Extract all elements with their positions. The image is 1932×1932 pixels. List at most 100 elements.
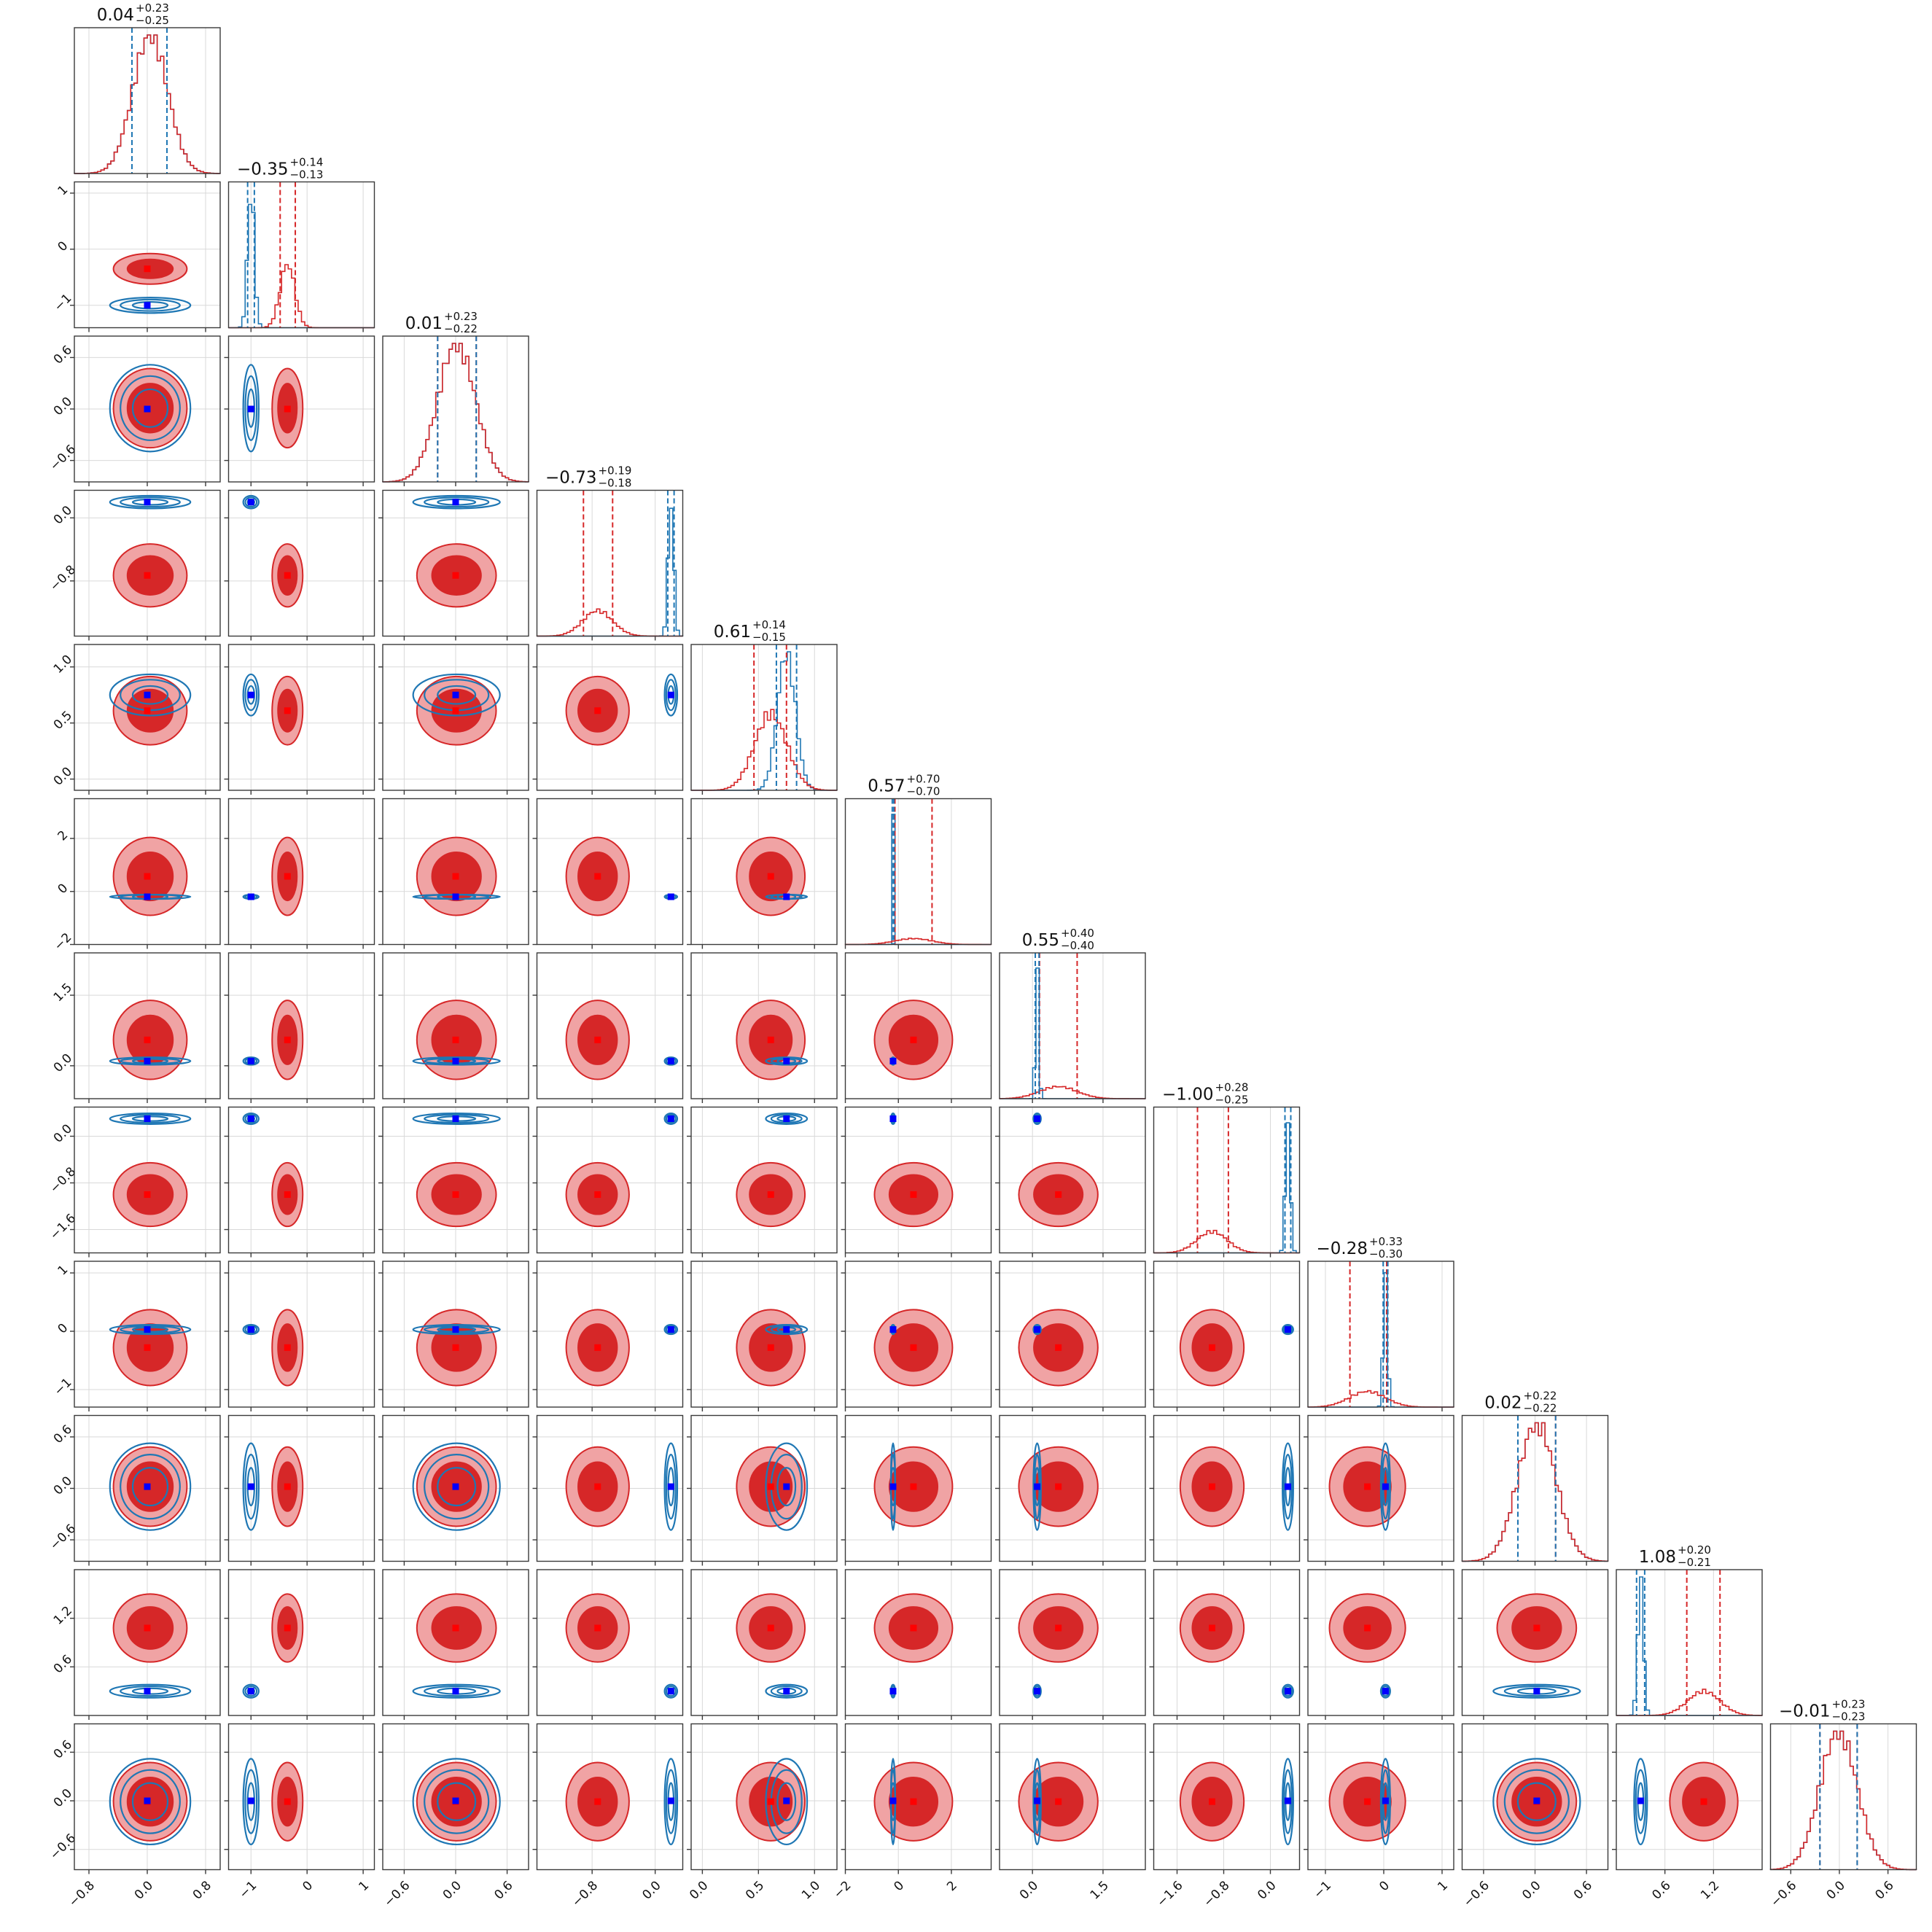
- panel-content: [565, 1758, 679, 1846]
- hist-red: [74, 34, 221, 174]
- panel-8-1: [224, 1261, 375, 1411]
- blue-contour-2: [663, 1113, 679, 1125]
- truth-marker-blue: [452, 1115, 459, 1122]
- title-minus: −0.22: [1524, 1402, 1557, 1415]
- blue-contour-2: [1282, 1442, 1294, 1531]
- truth-marker-red: [144, 1344, 151, 1351]
- panel-content: [412, 1758, 501, 1846]
- panel-content: [1179, 1758, 1294, 1846]
- panel-title: 1.08 +0.20−0.21: [1639, 1543, 1711, 1569]
- panel-frame: [1153, 1723, 1301, 1871]
- x-tick-label: 1: [356, 1878, 372, 1894]
- panel-8-0: −1 0 1: [52, 1261, 221, 1411]
- blue-contour-1: [770, 1325, 803, 1334]
- blue-contour-1: [1503, 1685, 1570, 1697]
- panel-content: [565, 1442, 679, 1531]
- truth-marker-red: [767, 873, 774, 880]
- panel-content: [109, 836, 192, 916]
- truth-marker-blue: [783, 1688, 790, 1695]
- blue-contour-2: [412, 1683, 501, 1699]
- panel-frame: [1461, 1723, 1609, 1871]
- panel-title: 0.55 +0.40−0.40: [1022, 927, 1094, 952]
- blue-contour-1: [244, 1454, 258, 1520]
- panel-8-6: [995, 1261, 1146, 1411]
- blue-contour-2: [1032, 1324, 1042, 1336]
- panel-content: [1328, 1442, 1406, 1531]
- panel-frame: [227, 1261, 375, 1408]
- panel-frame: [1769, 1723, 1917, 1871]
- panel-4-1: [224, 644, 375, 795]
- title-minus: −0.40: [1061, 939, 1094, 952]
- truth-marker-blue: [667, 691, 674, 698]
- hist-red: [1461, 1422, 1609, 1562]
- truth-marker-red: [452, 1344, 459, 1351]
- y-tick-label: 0: [55, 881, 71, 897]
- blue-contour-2: [242, 1442, 260, 1531]
- blue-contour-2: [412, 673, 501, 717]
- panel-content: [412, 1000, 501, 1080]
- title-plus: +0.40: [1061, 927, 1094, 940]
- title-value: 0.57: [868, 777, 905, 796]
- title-minus: −0.22: [444, 322, 478, 335]
- panel-6-4: [687, 952, 838, 1103]
- truth-marker-blue: [1533, 1797, 1540, 1804]
- x-tick-label: 0.0: [132, 1878, 156, 1902]
- blue-contour-0: [1516, 1782, 1557, 1821]
- truth-marker-red: [284, 1344, 291, 1351]
- truth-marker-blue: [1533, 1688, 1540, 1695]
- panel-frame: [690, 1723, 838, 1871]
- panel-10-0: 0.6 1.2: [51, 1569, 221, 1720]
- panel-11-7: −1.6 −0.8 0.0: [1149, 1723, 1301, 1910]
- blue-contour-1: [120, 496, 181, 508]
- x-tick-label: 0.6: [1649, 1878, 1673, 1902]
- panel-frame: [536, 1414, 684, 1562]
- panel-frame: [844, 798, 992, 946]
- truth-marker-red: [452, 572, 459, 579]
- truth-marker-red: [1055, 1191, 1062, 1198]
- blue-contour-2: [109, 1683, 192, 1699]
- panel-9-8: [1304, 1414, 1454, 1566]
- truth-marker-blue: [144, 893, 151, 900]
- panel-content: [412, 1442, 501, 1531]
- truth-marker-blue: [247, 1688, 254, 1695]
- blue-contour-1: [665, 1325, 677, 1334]
- panel-frame: [536, 1723, 684, 1871]
- truth-marker-red: [144, 572, 151, 579]
- panel-title: −1.00 +0.28−0.25: [1162, 1081, 1248, 1107]
- truth-marker-red: [594, 707, 601, 714]
- panel-frame: [382, 1723, 529, 1871]
- title-value: 0.02: [1484, 1394, 1522, 1413]
- truth-marker-blue: [247, 1115, 254, 1122]
- x-tick-label: 2: [944, 1878, 960, 1894]
- panel-9-9: 0.02 +0.22−0.22: [1461, 1390, 1609, 1566]
- blue-contour-1: [244, 496, 258, 508]
- panel-7-0: −1.6−0.80.0: [47, 1106, 221, 1258]
- blue-contour-2: [1492, 1683, 1581, 1699]
- panel-1-0: −1 0 1: [52, 181, 221, 332]
- truth-marker-blue: [452, 691, 459, 698]
- title-minus: −0.15: [752, 631, 786, 644]
- y-tick-label: 1: [55, 182, 71, 198]
- panel-frame: [382, 1261, 529, 1408]
- y-tick-label: 1.2: [51, 1603, 75, 1627]
- panel-content: [109, 673, 192, 746]
- truth-marker-red: [284, 405, 291, 413]
- x-tick-label: 0.0: [440, 1878, 464, 1902]
- blue-contour-1: [1282, 1325, 1293, 1334]
- blue-contour-2: [412, 1442, 501, 1531]
- panel-frame: [382, 1569, 529, 1716]
- blue-contour-1: [120, 1769, 181, 1834]
- panel-frame: [74, 1569, 221, 1716]
- truth-marker-red: [910, 1191, 917, 1198]
- blue-contour-2: [765, 1442, 809, 1531]
- panel-11-6: 0.0 1.5: [995, 1723, 1146, 1903]
- truth-marker-red: [1055, 1483, 1062, 1490]
- truth-marker-blue: [247, 405, 254, 413]
- panel-content: [1018, 1113, 1099, 1228]
- blue-contour-2: [1282, 1324, 1294, 1336]
- truth-marker-blue: [144, 1057, 151, 1064]
- title-plus: +0.14: [290, 156, 324, 169]
- panel-frame: [1461, 1414, 1609, 1562]
- panel-10-1: [224, 1569, 375, 1720]
- truth-marker-red: [910, 1624, 917, 1632]
